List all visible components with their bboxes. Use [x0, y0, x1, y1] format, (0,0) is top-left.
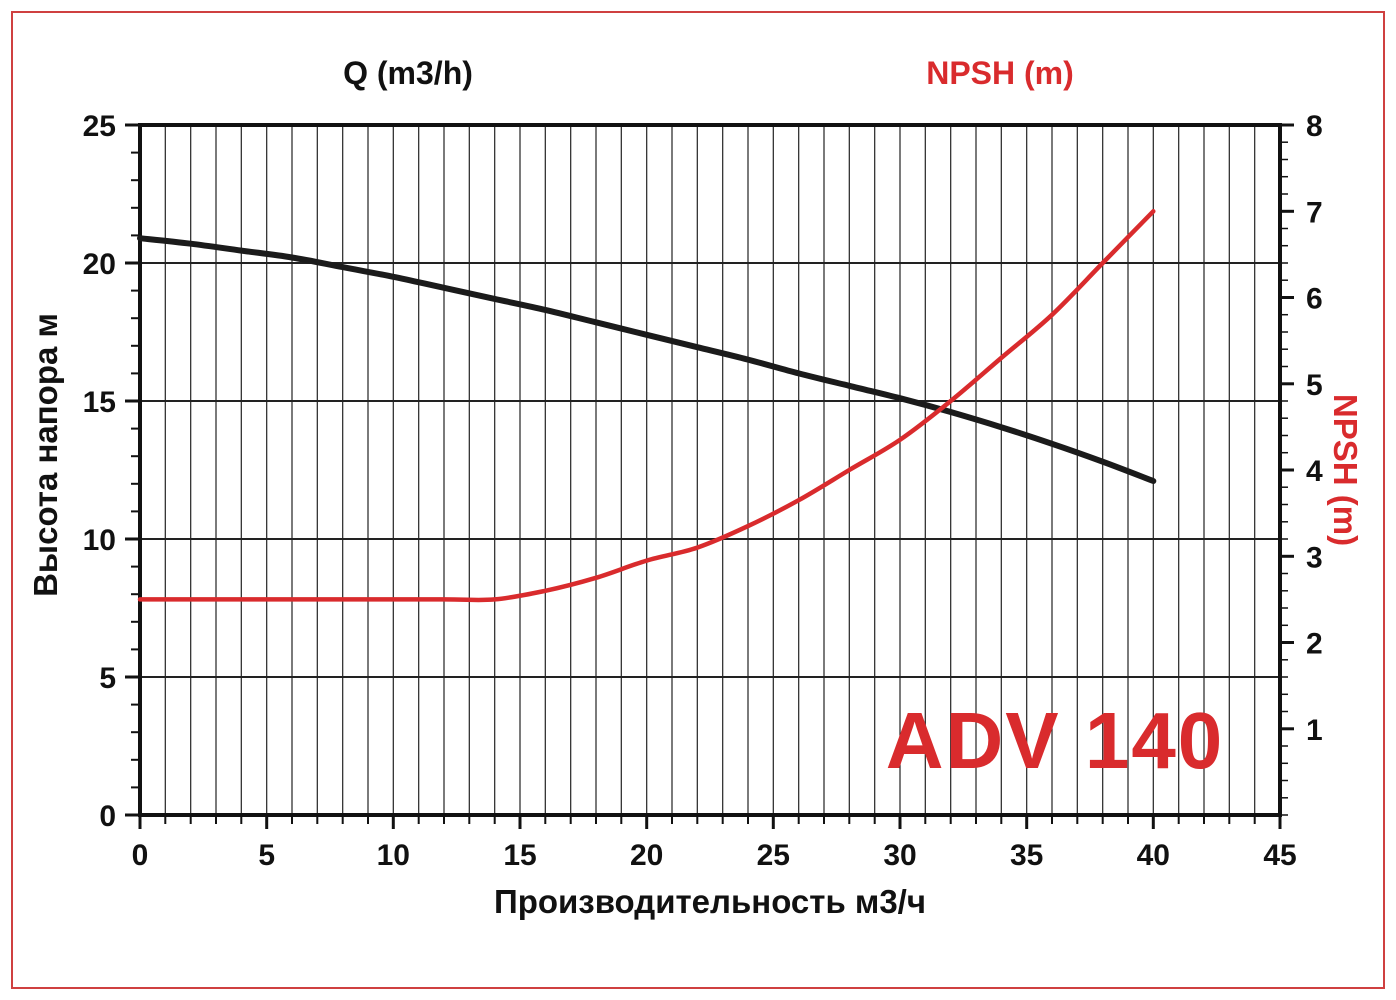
x-tick-label: 20 [630, 839, 663, 872]
y-left-tick-label: 10 [83, 524, 116, 557]
y-left-tick-label: 15 [83, 386, 116, 419]
y-left-tick-label: 25 [83, 110, 116, 143]
x-tick-label: 15 [503, 839, 536, 872]
x-tick-label: 0 [132, 839, 149, 872]
y-right-tick-label: 2 [1306, 628, 1323, 661]
head-curve [137, 235, 1157, 484]
y-axis-label-left: Высота напора м [27, 313, 64, 597]
y-right-tick-label: 5 [1306, 369, 1323, 402]
y-right-tick-label: 1 [1306, 714, 1323, 747]
npsh-curve [137, 209, 1156, 603]
series-layer [137, 209, 1157, 603]
gridlines-layer [140, 125, 1280, 815]
x-tick-label: 5 [258, 839, 275, 872]
x-tick-label: 35 [1010, 839, 1043, 872]
model-watermark: ADV 140 [886, 696, 1225, 785]
y-left-tick-label: 20 [83, 248, 116, 281]
y-right-tick-label: 3 [1306, 541, 1323, 574]
y-right-tick-label: 4 [1306, 455, 1323, 488]
y-axis-label-right: NPSH (m) [1327, 394, 1364, 546]
y-right-tick-label: 8 [1306, 110, 1323, 143]
x-tick-label: 30 [883, 839, 916, 872]
plot-frame [138, 123, 1282, 817]
x-tick-label: 40 [1137, 839, 1170, 872]
x-axis-label: Производительность м3/ч [494, 883, 926, 920]
page-border [11, 11, 1385, 989]
x-tick-label: 25 [757, 839, 790, 872]
y-right-tick-label: 7 [1306, 196, 1323, 229]
y-left-tick-label: 5 [99, 662, 116, 695]
x-tick-label: 45 [1263, 839, 1296, 872]
top-left-title-q: Q (m3/h) [343, 55, 473, 91]
top-right-title-npsh: NPSH (m) [926, 55, 1074, 91]
y-right-tick-label: 6 [1306, 283, 1323, 316]
y-left-tick-label: 0 [99, 800, 116, 833]
x-tick-label: 10 [377, 839, 410, 872]
